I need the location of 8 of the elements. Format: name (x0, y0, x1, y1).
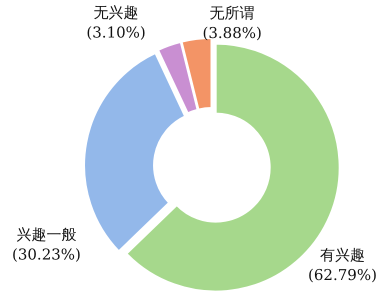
data-label: (3.10%) (86, 24, 146, 42)
slice-label: 兴趣一般 (16, 226, 76, 244)
data-label: (62.79%) (308, 266, 377, 284)
slice-label: 有兴趣 (320, 246, 365, 264)
data-label: (3.88%) (202, 24, 262, 42)
data-label: (30.23%) (12, 246, 81, 264)
slice-label: 无兴趣 (94, 4, 139, 22)
slice-label: 无所谓 (210, 4, 255, 22)
